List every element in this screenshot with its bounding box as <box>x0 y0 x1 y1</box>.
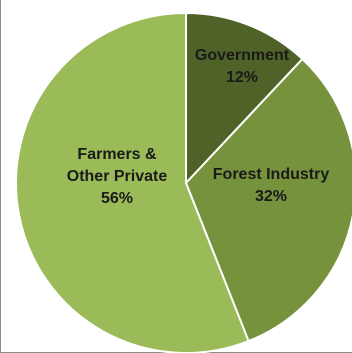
slice-name-label: Farmers & <box>77 146 157 163</box>
slice-forest-industry <box>184 57 352 343</box>
slice-name-label: Forest Industry <box>213 166 330 183</box>
labels-layer: Government 12% Forest Industry 32% Farmers &… <box>67 47 330 207</box>
slice-name-label: Other Private <box>67 168 168 185</box>
slice-label-farmers-other-private: Farmers & Other Private 56% <box>67 146 168 207</box>
slice-label-forest-industry: Forest Industry 32% <box>213 166 330 205</box>
slices-layer <box>15 11 352 353</box>
slice-value-label: 56% <box>101 190 133 207</box>
slice-government <box>185 11 304 186</box>
slice-name-label: Government <box>195 47 290 64</box>
slice-value-label: 32% <box>255 188 287 205</box>
slice-label-government: Government 12% <box>195 47 290 86</box>
slice-farmers-other-private <box>15 11 250 353</box>
slice-value-label: 12% <box>226 69 258 86</box>
